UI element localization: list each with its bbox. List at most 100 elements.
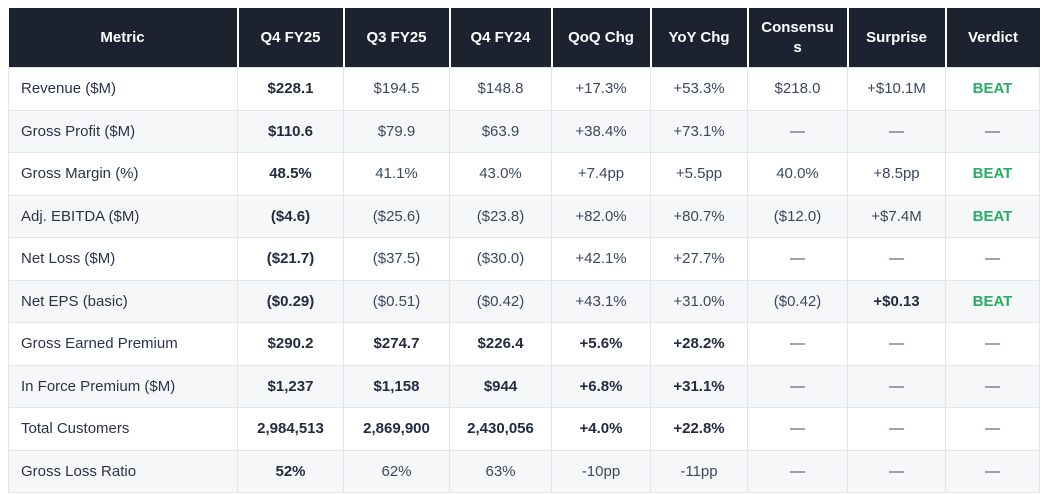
cell-metric: Total Customers xyxy=(8,407,238,451)
cell-verdict: — xyxy=(945,322,1040,366)
col-header-label: Q4 FY24 xyxy=(470,28,531,46)
cell-surprise: — xyxy=(847,364,946,408)
cell-verdict: BEAT xyxy=(945,194,1040,238)
cell-q4fy25: ($0.29) xyxy=(237,279,344,323)
cell-qoq-chg: +6.8% xyxy=(551,364,651,408)
table-row-gross-margin: Gross Margin (%) 48.5% 41.1% 43.0% +7.4p… xyxy=(8,152,1040,196)
cell-surprise: +$0.13 xyxy=(847,279,946,323)
header-row: Metric Q4 FY25 Q3 FY25 Q4 FY24 QoQ Chg Y… xyxy=(8,8,1040,68)
cell-q4fy25: ($21.7) xyxy=(237,237,344,281)
cell-consensus: — xyxy=(747,237,848,281)
cell-verdict: BEAT xyxy=(945,152,1040,196)
cell-consensus: — xyxy=(747,109,848,153)
cell-q3fy25: ($0.51) xyxy=(343,279,450,323)
cell-q4fy24: ($23.8) xyxy=(449,194,552,238)
cell-consensus: — xyxy=(747,364,848,408)
cell-metric: Net EPS (basic) xyxy=(8,279,238,323)
cell-consensus: — xyxy=(747,449,848,493)
table-row-in-force-premium: In Force Premium ($M) $1,237 $1,158 $944… xyxy=(8,364,1040,408)
col-header-q4fy25: Q4 FY25 xyxy=(236,8,344,68)
cell-q4fy24: $63.9 xyxy=(449,109,552,153)
cell-q4fy25: $1,237 xyxy=(237,364,344,408)
cell-surprise: — xyxy=(847,407,946,451)
col-header-yoy-chg: YoY Chg xyxy=(649,8,748,68)
cell-q3fy25: 62% xyxy=(343,449,450,493)
quarterly-metrics-table: Metric Q4 FY25 Q3 FY25 Q4 FY24 QoQ Chg Y… xyxy=(8,8,1040,493)
cell-consensus: ($0.42) xyxy=(747,279,848,323)
cell-qoq-chg: +43.1% xyxy=(551,279,651,323)
cell-q4fy24: ($30.0) xyxy=(449,237,552,281)
cell-yoy-chg: +53.3% xyxy=(650,67,748,111)
cell-yoy-chg: +22.8% xyxy=(650,407,748,451)
cell-q3fy25: ($37.5) xyxy=(343,237,450,281)
col-header-q4fy24: Q4 FY24 xyxy=(448,8,552,68)
table-row-total-customers: Total Customers 2,984,513 2,869,900 2,43… xyxy=(8,407,1040,451)
col-header-label: Verdict xyxy=(967,28,1019,46)
col-header-verdict: Verdict xyxy=(944,8,1040,68)
cell-yoy-chg: +5.5pp xyxy=(650,152,748,196)
cell-surprise: +8.5pp xyxy=(847,152,946,196)
cell-verdict: — xyxy=(945,237,1040,281)
cell-surprise: — xyxy=(847,322,946,366)
col-header-consensus: Consensus xyxy=(746,8,848,68)
table-row-net-loss: Net Loss ($M) ($21.7) ($37.5) ($30.0) +4… xyxy=(8,237,1040,281)
col-header-label: Consensus xyxy=(761,19,834,56)
table-row-adj-ebitda: Adj. EBITDA ($M) ($4.6) ($25.6) ($23.8) … xyxy=(8,194,1040,238)
cell-q4fy25: $228.1 xyxy=(237,67,344,111)
cell-yoy-chg: +73.1% xyxy=(650,109,748,153)
cell-yoy-chg: -11pp xyxy=(650,449,748,493)
col-header-label: Metric xyxy=(100,28,145,46)
cell-q4fy25: ($4.6) xyxy=(237,194,344,238)
cell-q3fy25: $274.7 xyxy=(343,322,450,366)
cell-yoy-chg: +27.7% xyxy=(650,237,748,281)
cell-qoq-chg: +42.1% xyxy=(551,237,651,281)
table-row-gross-profit: Gross Profit ($M) $110.6 $79.9 $63.9 +38… xyxy=(8,109,1040,153)
cell-q4fy25: 52% xyxy=(237,449,344,493)
cell-metric: Gross Profit ($M) xyxy=(8,109,238,153)
cell-qoq-chg: -10pp xyxy=(551,449,651,493)
col-header-metric: Metric xyxy=(8,8,238,68)
cell-q4fy24: 43.0% xyxy=(449,152,552,196)
cell-qoq-chg: +7.4pp xyxy=(551,152,651,196)
cell-consensus: — xyxy=(747,322,848,366)
cell-surprise: — xyxy=(847,109,946,153)
table-body: Revenue ($M) $228.1 $194.5 $148.8 +17.3%… xyxy=(8,67,1040,493)
cell-q4fy25: $110.6 xyxy=(237,109,344,153)
cell-q4fy25: $290.2 xyxy=(237,322,344,366)
cell-q4fy24: $944 xyxy=(449,364,552,408)
cell-qoq-chg: +82.0% xyxy=(551,194,651,238)
table-row-net-eps: Net EPS (basic) ($0.29) ($0.51) ($0.42) … xyxy=(8,279,1040,323)
cell-metric: Revenue ($M) xyxy=(8,67,238,111)
cell-q4fy25: 2,984,513 xyxy=(237,407,344,451)
cell-q3fy25: $79.9 xyxy=(343,109,450,153)
table-row-gross-loss-ratio: Gross Loss Ratio 52% 62% 63% -10pp -11pp… xyxy=(8,449,1040,493)
cell-q3fy25: 41.1% xyxy=(343,152,450,196)
cell-metric: Adj. EBITDA ($M) xyxy=(8,194,238,238)
table-header: Metric Q4 FY25 Q3 FY25 Q4 FY24 QoQ Chg Y… xyxy=(8,8,1040,68)
cell-qoq-chg: +17.3% xyxy=(551,67,651,111)
cell-surprise: — xyxy=(847,449,946,493)
table-row-revenue: Revenue ($M) $228.1 $194.5 $148.8 +17.3%… xyxy=(8,67,1040,111)
cell-surprise: — xyxy=(847,237,946,281)
col-header-label: Q4 FY25 xyxy=(260,28,321,46)
cell-verdict: BEAT xyxy=(945,67,1040,111)
col-header-qoq-chg: QoQ Chg xyxy=(550,8,651,68)
cell-q4fy24: ($0.42) xyxy=(449,279,552,323)
cell-metric: Gross Earned Premium xyxy=(8,322,238,366)
col-header-label: Q3 FY25 xyxy=(366,28,427,46)
col-header-label: YoY Chg xyxy=(668,28,730,46)
cell-yoy-chg: +31.1% xyxy=(650,364,748,408)
cell-surprise: +$10.1M xyxy=(847,67,946,111)
cell-surprise: +$7.4M xyxy=(847,194,946,238)
cell-q4fy25: 48.5% xyxy=(237,152,344,196)
cell-q4fy24: $148.8 xyxy=(449,67,552,111)
cell-q4fy24: 63% xyxy=(449,449,552,493)
col-header-q3fy25: Q3 FY25 xyxy=(342,8,450,68)
cell-q4fy24: $226.4 xyxy=(449,322,552,366)
col-header-surprise: Surprise xyxy=(846,8,946,68)
cell-qoq-chg: +5.6% xyxy=(551,322,651,366)
col-header-label: QoQ Chg xyxy=(568,28,634,46)
cell-consensus: ($12.0) xyxy=(747,194,848,238)
cell-consensus: $218.0 xyxy=(747,67,848,111)
cell-verdict: — xyxy=(945,449,1040,493)
